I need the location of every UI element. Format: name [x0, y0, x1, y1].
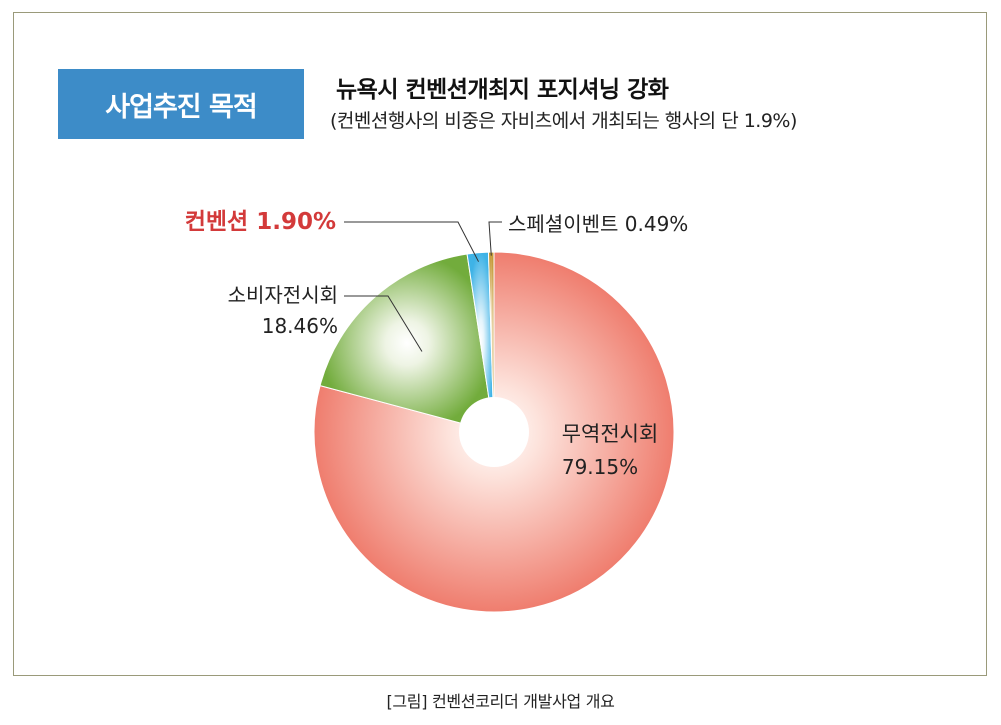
- leader-special: [488, 221, 502, 256]
- slice-value-convention: 1.90%: [256, 209, 336, 235]
- pie-slice-consumer: [319, 253, 495, 433]
- slice-label-special-name: 스페셜이벤트: [508, 212, 618, 236]
- donut-hole: [459, 397, 529, 467]
- slice-label-consumer: 소비자전시회: [228, 283, 338, 307]
- slice-label-trade: 무역전시회: [562, 422, 659, 446]
- headline: 뉴욕시 컨벤션개최지 포지셔닝 강화: [336, 77, 669, 103]
- leader-lines: [344, 221, 502, 352]
- leader-convention: [344, 221, 479, 262]
- slice-label-convention-name: 컨벤션: [185, 209, 248, 235]
- slice-value-special: 0.49%: [625, 212, 689, 236]
- slice-label-convention: 컨벤션 1.90%: [185, 209, 336, 235]
- slice-value-trade: 79.15%: [562, 455, 638, 479]
- subheadline: (컨벤션행사의 비중은 자비츠에서 개최되는 행사의 단 1.9%): [330, 110, 797, 132]
- leader-consumer: [344, 295, 423, 352]
- slice-value-consumer: 18.46%: [262, 314, 338, 338]
- purpose-badge: 사업추진 목적: [58, 69, 304, 139]
- slice-label-special: 스페셜이벤트 0.49%: [508, 212, 688, 236]
- figure-caption: [그림] 컨벤션코리더 개발사업 개요: [386, 692, 615, 711]
